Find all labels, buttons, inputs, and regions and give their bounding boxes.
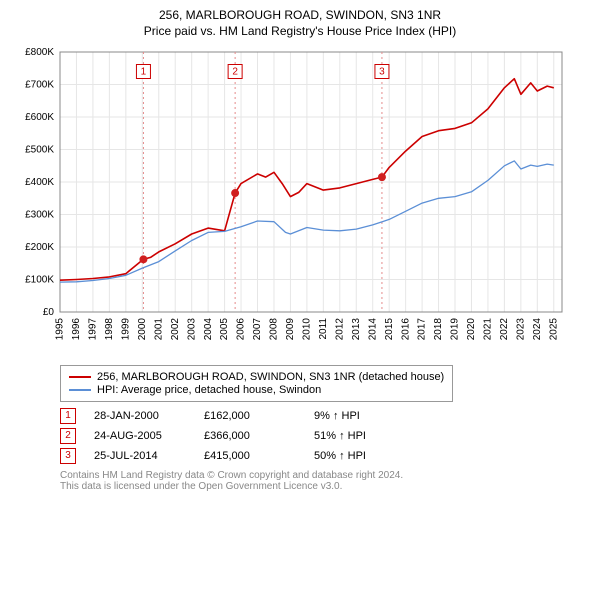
svg-text:£200K: £200K [25, 242, 54, 253]
svg-text:2006: 2006 [236, 318, 247, 341]
legend-label-property: 256, MARLBOROUGH ROAD, SWINDON, SN3 1NR … [97, 371, 444, 383]
svg-text:£800K: £800K [25, 47, 54, 58]
svg-text:3: 3 [379, 67, 385, 78]
svg-text:2017: 2017 [417, 318, 428, 341]
svg-text:1999: 1999 [120, 318, 131, 341]
svg-text:2002: 2002 [170, 318, 181, 341]
sale-date-1: 28-JAN-2000 [94, 410, 204, 422]
legend-swatch-hpi [69, 389, 91, 391]
svg-text:2001: 2001 [153, 318, 164, 341]
svg-text:2022: 2022 [499, 318, 510, 341]
svg-text:2025: 2025 [548, 318, 559, 341]
svg-text:£500K: £500K [25, 145, 54, 156]
sales-row-3: 3 25-JUL-2014 £415,000 50% ↑ HPI [60, 448, 590, 464]
svg-text:1998: 1998 [104, 318, 115, 341]
svg-text:2010: 2010 [302, 318, 313, 341]
svg-text:2003: 2003 [186, 318, 197, 341]
sales-table: 1 28-JAN-2000 £162,000 9% ↑ HPI 2 24-AUG… [60, 408, 590, 464]
sale-badge-3: 3 [60, 448, 76, 464]
legend-item-hpi: HPI: Average price, detached house, Swin… [69, 384, 444, 396]
sales-row-2: 2 24-AUG-2005 £366,000 51% ↑ HPI [60, 428, 590, 444]
svg-text:2004: 2004 [203, 318, 214, 341]
svg-text:2015: 2015 [384, 318, 395, 341]
sale-badge-1: 1 [60, 408, 76, 424]
svg-text:2000: 2000 [137, 318, 148, 341]
svg-text:1996: 1996 [71, 318, 82, 341]
legend-item-property: 256, MARLBOROUGH ROAD, SWINDON, SN3 1NR … [69, 371, 444, 383]
sale-price-2: £366,000 [204, 430, 314, 442]
svg-text:£700K: £700K [25, 80, 54, 91]
chart: £0 £100K £200K £300K £400K £500K £600K £700K £80… [10, 44, 590, 359]
svg-text:2020: 2020 [466, 318, 477, 341]
legend-swatch-property [69, 376, 91, 378]
svg-text:£400K: £400K [25, 177, 54, 188]
svg-text:2: 2 [232, 67, 238, 78]
svg-text:1995: 1995 [55, 318, 66, 341]
svg-text:2021: 2021 [483, 318, 494, 341]
sale-price-1: £162,000 [204, 410, 314, 422]
title-block: 256, MARLBOROUGH ROAD, SWINDON, SN3 1NR … [10, 8, 590, 38]
svg-text:2014: 2014 [367, 318, 378, 341]
chart-container: 256, MARLBOROUGH ROAD, SWINDON, SN3 1NR … [0, 0, 600, 496]
svg-text:2024: 2024 [532, 318, 543, 341]
svg-text:2013: 2013 [351, 318, 362, 341]
svg-text:2023: 2023 [515, 318, 526, 341]
sales-row-1: 1 28-JAN-2000 £162,000 9% ↑ HPI [60, 408, 590, 424]
sale-date-3: 25-JUL-2014 [94, 450, 204, 462]
svg-text:2005: 2005 [219, 318, 230, 341]
sale-date-2: 24-AUG-2005 [94, 430, 204, 442]
sale-pct-3: 50% ↑ HPI [314, 450, 434, 462]
svg-text:2018: 2018 [433, 318, 444, 341]
chart-svg: £0 £100K £200K £300K £400K £500K £600K £700K £80… [10, 44, 570, 354]
svg-text:1: 1 [141, 67, 147, 78]
svg-text:2008: 2008 [269, 318, 280, 341]
sale-pct-2: 51% ↑ HPI [314, 430, 434, 442]
svg-text:1997: 1997 [88, 318, 99, 341]
footer-note: Contains HM Land Registry data © Crown c… [60, 470, 590, 492]
legend-label-hpi: HPI: Average price, detached house, Swin… [97, 384, 321, 396]
legend: 256, MARLBOROUGH ROAD, SWINDON, SN3 1NR … [60, 365, 453, 402]
svg-text:£100K: £100K [25, 275, 54, 286]
title-line1: 256, MARLBOROUGH ROAD, SWINDON, SN3 1NR [10, 8, 590, 22]
sale-badge-2: 2 [60, 428, 76, 444]
svg-text:£300K: £300K [25, 210, 54, 221]
svg-text:2011: 2011 [318, 318, 329, 340]
sale-pct-1: 9% ↑ HPI [314, 410, 434, 422]
svg-text:2012: 2012 [334, 318, 345, 341]
svg-text:£0: £0 [43, 307, 55, 318]
title-line2: Price paid vs. HM Land Registry's House … [10, 24, 590, 38]
sale-price-3: £415,000 [204, 450, 314, 462]
svg-text:2009: 2009 [285, 318, 296, 341]
svg-text:£600K: £600K [25, 112, 54, 123]
svg-text:2007: 2007 [252, 318, 263, 341]
svg-text:2016: 2016 [400, 318, 411, 341]
svg-text:2019: 2019 [450, 318, 461, 341]
